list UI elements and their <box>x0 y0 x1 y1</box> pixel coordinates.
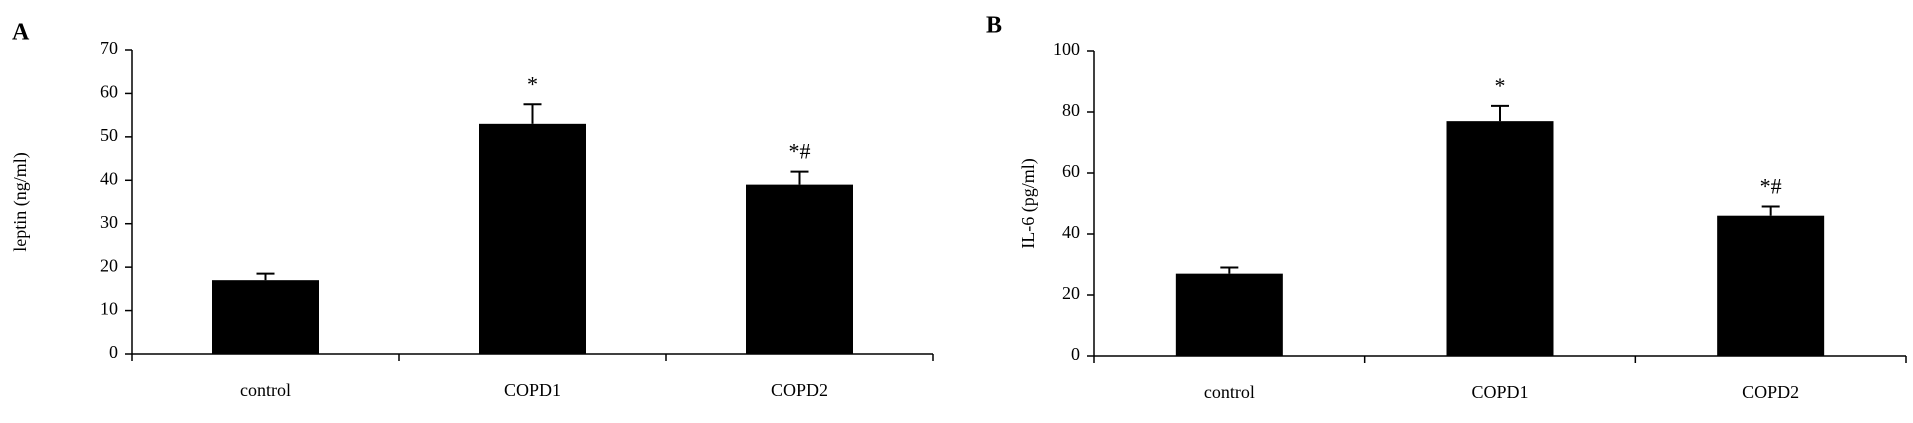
y-tick-label: 80 <box>1062 100 1080 120</box>
y-axis-label: IL-6 (pg/ml) <box>1018 158 1039 248</box>
significance-note: *# <box>789 139 811 164</box>
significance-note: *# <box>1760 174 1782 199</box>
y-tick-label: 50 <box>100 125 118 145</box>
y-tick-label: 100 <box>1053 39 1080 59</box>
y-tick-label: 30 <box>100 212 118 232</box>
panel-label: B <box>986 13 1002 39</box>
bar <box>212 280 319 354</box>
y-tick-label: 40 <box>100 168 118 188</box>
x-tick-label: COPD1 <box>504 380 561 400</box>
y-tick-label: 0 <box>109 342 118 362</box>
bar <box>479 123 586 354</box>
bar <box>1717 215 1825 356</box>
y-tick-label: 70 <box>100 38 118 58</box>
x-tick-label: control <box>1204 382 1255 402</box>
x-tick-label: control <box>240 380 291 400</box>
x-tick-label: COPD2 <box>1742 382 1799 402</box>
x-tick-label: COPD2 <box>771 380 828 400</box>
panel-label: A <box>12 20 30 46</box>
y-tick-label: 60 <box>100 82 118 102</box>
y-tick-label: 0 <box>1071 344 1080 364</box>
bar <box>1446 121 1554 357</box>
y-tick-label: 20 <box>100 255 118 275</box>
y-tick-label: 60 <box>1062 161 1080 181</box>
y-axis-label: leptin (ng/ml) <box>10 152 31 251</box>
x-tick-label: COPD1 <box>1471 382 1528 402</box>
y-tick-label: 40 <box>1062 222 1080 242</box>
significance-note: * <box>1495 73 1506 98</box>
bar <box>746 184 853 354</box>
bar <box>1175 273 1283 356</box>
significance-note: * <box>527 71 538 96</box>
y-tick-label: 10 <box>100 299 118 319</box>
y-tick-label: 20 <box>1062 283 1080 303</box>
